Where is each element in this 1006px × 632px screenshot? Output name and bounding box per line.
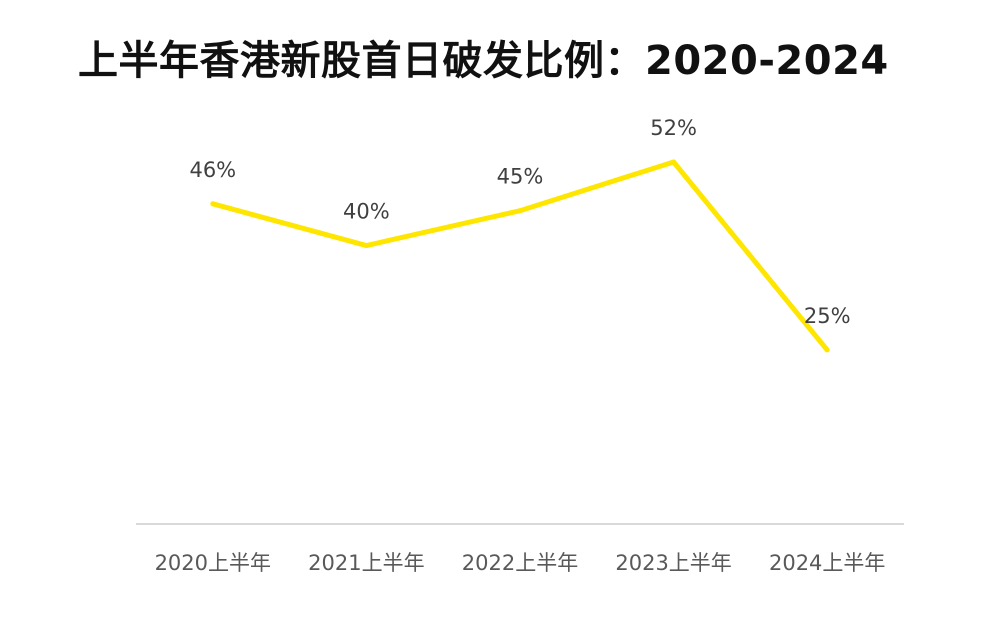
x-tick-label: 2021上半年 <box>308 551 424 575</box>
x-tick-label: 2023上半年 <box>615 551 731 575</box>
data-label: 45% <box>497 165 544 189</box>
x-tick-label: 2024上半年 <box>769 551 885 575</box>
data-label: 46% <box>189 158 236 182</box>
data-point <box>363 243 369 249</box>
data-point <box>517 208 523 214</box>
data-label: 25% <box>804 304 851 328</box>
x-tick-label: 2020上半年 <box>155 551 271 575</box>
x-tick-label: 2022上半年 <box>462 551 578 575</box>
data-point <box>671 159 677 165</box>
data-labels: 46% 40% 45% 52% 25% <box>189 116 850 328</box>
data-label: 52% <box>650 116 697 140</box>
data-point <box>824 347 830 353</box>
data-label: 40% <box>343 200 390 224</box>
chart-title: 上半年香港新股首日破发比例：2020-2024 <box>78 38 889 84</box>
series-line <box>212 159 830 352</box>
data-points <box>210 159 830 353</box>
data-point <box>210 201 216 207</box>
x-tick-labels: 2020上半年 2021上半年 2022上半年 2023上半年 2024上半年 <box>155 551 886 575</box>
